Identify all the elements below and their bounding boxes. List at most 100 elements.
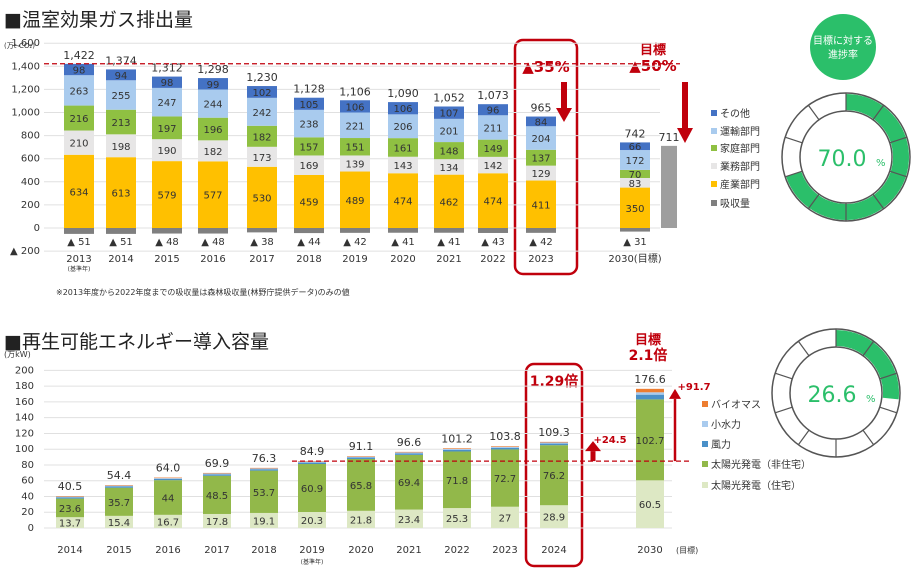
re-bar-segment: [56, 496, 84, 497]
ghg-bar-segment: [478, 115, 508, 140]
ghg-bar-segment: [434, 118, 464, 143]
ghg-bar-absorption: [388, 228, 418, 233]
ghg-segment-label: 142: [483, 161, 502, 172]
ghg-segment-label: 244: [203, 100, 222, 111]
ghg-ring-divider: [807, 193, 820, 210]
ghg-absorption-label: ▲ 38: [250, 237, 274, 248]
ghg-segment-label: 190: [157, 146, 176, 157]
re-y-tick: 40: [21, 491, 34, 502]
ghg-y-tick: 1,600: [11, 38, 40, 49]
ghg-legend-swatch: [711, 145, 717, 151]
ghg-bar-segment: [152, 116, 182, 140]
re-total-label: 176.6: [634, 373, 666, 386]
reduction-35-label: ▲35%: [522, 58, 569, 76]
ghg-total-label: 1,052: [433, 91, 465, 104]
ghg-total-label: 1,073: [477, 89, 509, 102]
ghg-bar-segment: [198, 89, 228, 118]
ghg-segment-label: 172: [625, 156, 644, 167]
re-legend-label: 風力: [711, 438, 731, 451]
ghg-absorption-label: ▲ 48: [201, 237, 225, 248]
re-progress-arc: [836, 330, 899, 400]
ghg-bar-segment: [198, 78, 228, 90]
re-total-label: 96.6: [397, 436, 422, 449]
re-bar-segment: [203, 513, 231, 528]
ghg-segment-label: 161: [393, 143, 412, 154]
re-bar-segment: [540, 445, 568, 506]
re-bar-segment: [636, 392, 664, 395]
re-bar-segment: [347, 510, 375, 528]
re-bar-segment: [105, 515, 133, 528]
ghg-bar-absorption: [478, 228, 508, 233]
re-bar-segment: [298, 461, 326, 463]
ghg-segment-label: 70: [629, 170, 642, 181]
ghg-bar-segment: [388, 102, 418, 115]
ghg-bar-segment: [526, 116, 556, 127]
ghg-segment-label: 238: [299, 120, 318, 131]
ghg-segment-label: 102: [252, 88, 271, 99]
re-bar-segment: [154, 478, 182, 479]
re-segment-label: 35.7: [108, 498, 130, 509]
ghg-total-label: 1,374: [105, 54, 137, 67]
re-ring-divider: [774, 406, 793, 414]
ghg-unit-label: (万t-CO₂): [4, 42, 35, 50]
re-segment-label: 60.5: [639, 500, 661, 511]
re-legend-swatch: [702, 401, 708, 407]
re-bar-segment: [154, 478, 182, 481]
re-bar-segment: [491, 446, 519, 448]
ghg-segment-label: 255: [111, 91, 130, 102]
re-total-label: 109.3: [538, 426, 570, 439]
ghg-segment-label: 242: [252, 108, 271, 119]
ghg-bar-segment: [620, 169, 650, 178]
re-total-label: 64.0: [156, 462, 181, 475]
ghg-segment-label: 216: [69, 114, 88, 125]
ghg-legend-label: 業務部門: [720, 160, 760, 173]
re-y-tick: 0: [28, 523, 34, 534]
ghg-legend-label: その他: [720, 107, 750, 120]
ghg-bar-segment: [434, 174, 464, 228]
re-bar-segment: [203, 473, 231, 475]
re-legend-swatch: [702, 482, 708, 488]
ghg-total-label: 1,090: [387, 87, 419, 100]
ghg-bar-segment: [152, 139, 182, 162]
ghg-x-tick: 2021: [436, 254, 461, 265]
re-y-tick: 20: [21, 507, 34, 518]
ghg-segment-label: 84: [535, 117, 548, 128]
ghg-bar-segment: [64, 63, 94, 76]
ghg-x-tick: 2014: [108, 254, 133, 265]
re-bar-segment: [636, 388, 664, 393]
ghg-bar-segment: [388, 138, 418, 157]
re-total-label: 54.4: [107, 469, 132, 482]
re-bar-segment: [56, 496, 84, 498]
ghg-bar-absorption: [247, 228, 277, 233]
ghg-bar-segment: [434, 106, 464, 119]
ghg-bar-absorption: [294, 228, 324, 234]
ghg-segment-label: 66: [629, 142, 642, 153]
ghg-segment-label: 99: [207, 80, 220, 91]
ghg-bar-segment: [526, 126, 556, 150]
re-x-tick: 2022: [444, 545, 469, 556]
re-segment-label: 28.9: [543, 513, 565, 524]
re-bar-segment: [154, 477, 182, 479]
ghg-x-tick: 2013: [66, 254, 91, 265]
re-total-label: 40.5: [58, 480, 83, 493]
ghg-legend-swatch: [711, 163, 717, 169]
re-x-tick: 2030: [637, 545, 662, 556]
ghg-segment-label: 96: [487, 106, 500, 117]
re-y-tick: 200: [15, 365, 34, 376]
re-segment-label: 20.3: [301, 516, 323, 527]
ghg-legend-swatch: [711, 181, 717, 187]
ghg-absorption-label: ▲ 48: [155, 237, 179, 248]
ghg-bar-segment: [340, 155, 370, 172]
ghg-bar-absorption: [106, 228, 136, 234]
ghg-segment-label: 196: [203, 125, 222, 136]
ghg-bar-segment: [340, 112, 370, 139]
re-bar-segment: [298, 462, 326, 465]
ghg-bar-segment: [478, 104, 508, 116]
re-bar-segment: [347, 456, 375, 458]
re-x-tick: 2023: [492, 545, 517, 556]
re-bar-segment: [203, 474, 231, 476]
ghg-bar-segment: [247, 146, 277, 167]
ghg-segment-label: 459: [299, 197, 318, 208]
re-unit-label: (万kW): [4, 350, 31, 359]
re-segment-label: 44: [162, 494, 175, 505]
